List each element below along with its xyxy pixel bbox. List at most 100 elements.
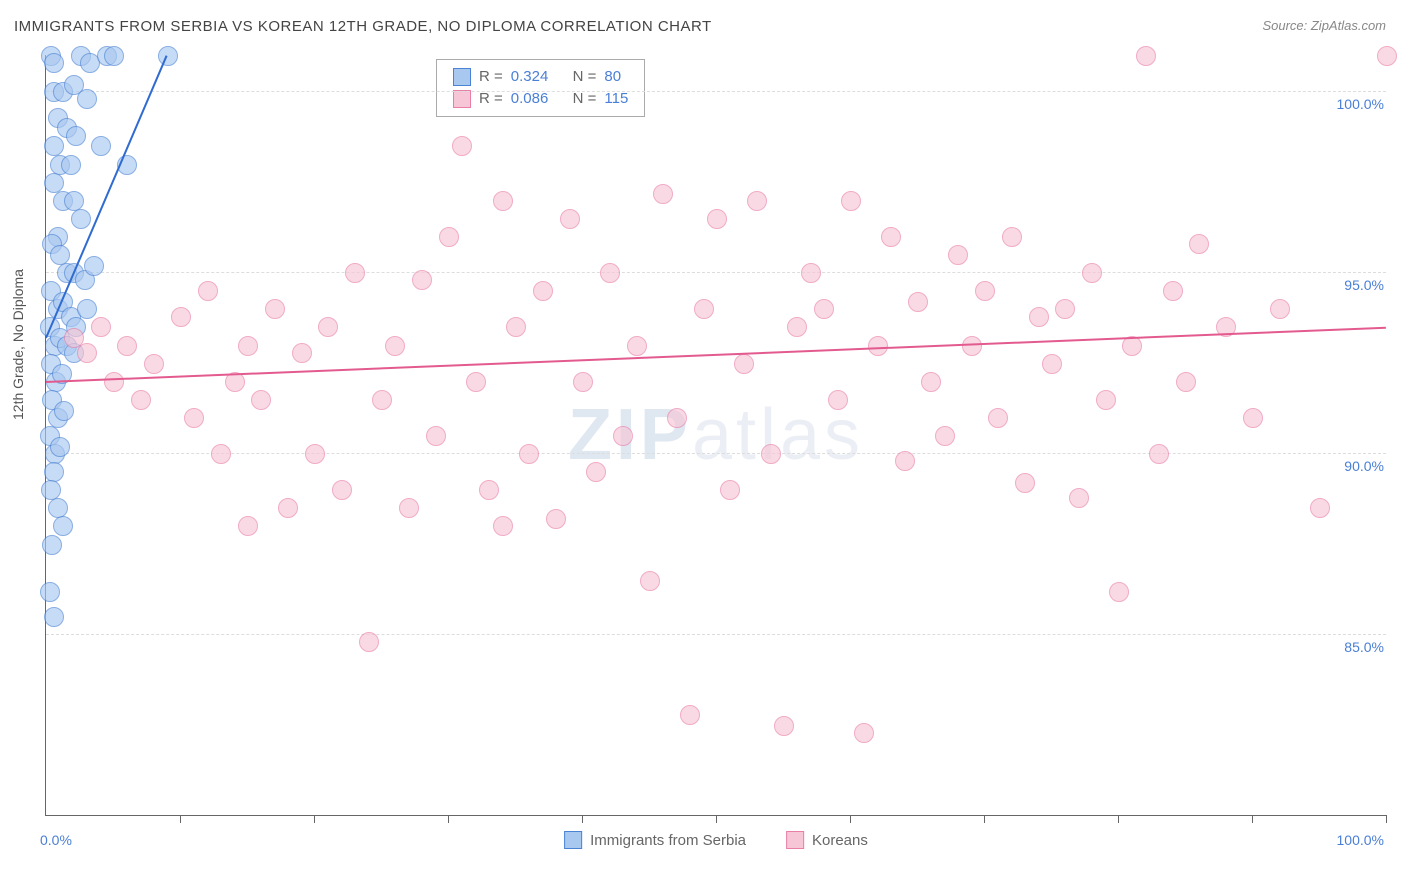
data-point bbox=[61, 155, 81, 175]
x-tick bbox=[716, 815, 717, 823]
data-point bbox=[506, 317, 526, 337]
y-tick-label: 90.0% bbox=[1344, 458, 1384, 474]
data-point bbox=[44, 462, 64, 482]
data-point bbox=[104, 372, 124, 392]
data-point bbox=[318, 317, 338, 337]
x-tick bbox=[1118, 815, 1119, 823]
data-point bbox=[372, 390, 392, 410]
x-tick bbox=[850, 815, 851, 823]
legend-item-koreans: Koreans bbox=[786, 831, 868, 849]
x-tick bbox=[582, 815, 583, 823]
stats-row-serbia: R = 0.324 N = 80 bbox=[453, 66, 628, 88]
data-point bbox=[667, 408, 687, 428]
data-point bbox=[640, 571, 660, 591]
data-point bbox=[1270, 299, 1290, 319]
data-point bbox=[479, 480, 499, 500]
data-point bbox=[399, 498, 419, 518]
data-point bbox=[54, 401, 74, 421]
series-legend: Immigrants from Serbia Koreans bbox=[564, 831, 868, 849]
data-point bbox=[50, 245, 70, 265]
data-point bbox=[66, 126, 86, 146]
data-point bbox=[694, 299, 714, 319]
swatch-serbia-icon bbox=[564, 831, 582, 849]
data-point bbox=[921, 372, 941, 392]
gridline bbox=[46, 453, 1386, 454]
data-point bbox=[171, 307, 191, 327]
n-label: N = bbox=[573, 66, 597, 88]
data-point bbox=[493, 516, 513, 536]
data-point bbox=[1042, 354, 1062, 374]
data-point bbox=[1015, 473, 1035, 493]
data-point bbox=[345, 263, 365, 283]
r-label: R = bbox=[479, 66, 503, 88]
data-point bbox=[895, 451, 915, 471]
data-point bbox=[881, 227, 901, 247]
data-point bbox=[854, 723, 874, 743]
data-point bbox=[680, 705, 700, 725]
x-tick bbox=[314, 815, 315, 823]
data-point bbox=[1069, 488, 1089, 508]
data-point bbox=[385, 336, 405, 356]
data-point bbox=[104, 46, 124, 66]
legend-item-serbia: Immigrants from Serbia bbox=[564, 831, 746, 849]
data-point bbox=[948, 245, 968, 265]
data-point bbox=[278, 498, 298, 518]
data-point bbox=[91, 136, 111, 156]
data-point bbox=[1082, 263, 1102, 283]
data-point bbox=[586, 462, 606, 482]
data-point bbox=[653, 184, 673, 204]
data-point bbox=[40, 582, 60, 602]
data-point bbox=[747, 191, 767, 211]
n-value-serbia: 80 bbox=[604, 66, 621, 88]
data-point bbox=[1189, 234, 1209, 254]
data-point bbox=[1029, 307, 1049, 327]
x-tick bbox=[180, 815, 181, 823]
source-label: Source: ZipAtlas.com bbox=[1262, 18, 1386, 33]
data-point bbox=[908, 292, 928, 312]
swatch-koreans bbox=[453, 90, 471, 108]
data-point bbox=[412, 270, 432, 290]
x-tick bbox=[1386, 815, 1387, 823]
data-point bbox=[332, 480, 352, 500]
x-axis-min-label: 0.0% bbox=[40, 832, 72, 848]
data-point bbox=[801, 263, 821, 283]
data-point bbox=[1136, 46, 1156, 66]
y-axis-label: 12th Grade, No Diploma bbox=[10, 269, 26, 420]
data-point bbox=[44, 607, 64, 627]
x-tick bbox=[984, 815, 985, 823]
x-axis-max-label: 100.0% bbox=[1337, 832, 1384, 848]
data-point bbox=[64, 191, 84, 211]
swatch-koreans-icon bbox=[786, 831, 804, 849]
data-point bbox=[198, 281, 218, 301]
gridline bbox=[46, 272, 1386, 273]
data-point bbox=[868, 336, 888, 356]
data-point bbox=[1176, 372, 1196, 392]
data-point bbox=[707, 209, 727, 229]
data-point bbox=[627, 336, 647, 356]
data-point bbox=[265, 299, 285, 319]
plot-area: ZIPatlas R = 0.324 N = 80 R = 0.086 N = … bbox=[45, 55, 1386, 816]
data-point bbox=[77, 343, 97, 363]
x-tick bbox=[1252, 815, 1253, 823]
data-point bbox=[452, 136, 472, 156]
y-tick-label: 95.0% bbox=[1344, 277, 1384, 293]
data-point bbox=[84, 256, 104, 276]
data-point bbox=[144, 354, 164, 374]
legend-label-koreans: Koreans bbox=[812, 832, 868, 849]
data-point bbox=[1109, 582, 1129, 602]
data-point bbox=[720, 480, 740, 500]
data-point bbox=[184, 408, 204, 428]
data-point bbox=[77, 299, 97, 319]
data-point bbox=[814, 299, 834, 319]
data-point bbox=[560, 209, 580, 229]
data-point bbox=[466, 372, 486, 392]
data-point bbox=[91, 317, 111, 337]
data-point bbox=[1055, 299, 1075, 319]
data-point bbox=[1149, 444, 1169, 464]
data-point bbox=[734, 354, 754, 374]
data-point bbox=[975, 281, 995, 301]
swatch-serbia bbox=[453, 68, 471, 86]
data-point bbox=[41, 480, 61, 500]
y-tick-label: 85.0% bbox=[1344, 639, 1384, 655]
stats-legend: R = 0.324 N = 80 R = 0.086 N = 115 bbox=[436, 59, 645, 117]
